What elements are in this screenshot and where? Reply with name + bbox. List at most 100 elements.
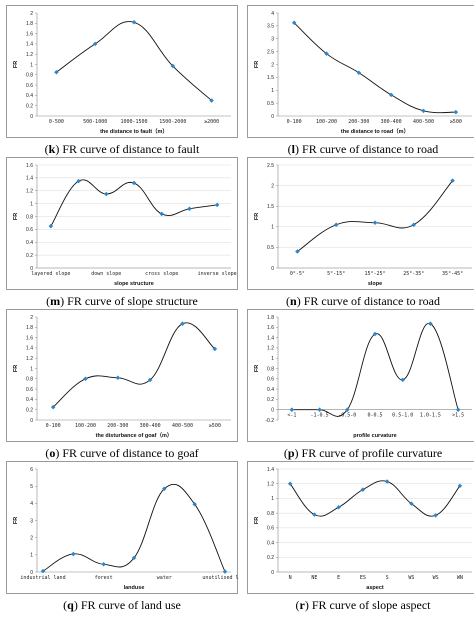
caption-letter: n — [290, 294, 297, 308]
x-tick-label: 400-500 — [413, 119, 434, 125]
x-axis-title: slope — [368, 281, 382, 287]
x-axis-title: aspect — [366, 585, 384, 591]
caption-letter: p — [287, 446, 295, 460]
data-point-marker — [317, 407, 322, 412]
caption-text: FR curve of profile curvature — [298, 446, 443, 460]
chart-caption: (r) FR curve of slope aspect — [295, 598, 431, 612]
data-point-marker — [131, 180, 137, 186]
data-point-marker — [428, 321, 433, 326]
y-tick-label: 1.8 — [267, 315, 274, 321]
x-tick-label: 300-400 — [381, 119, 402, 125]
y-tick-label: 1.5 — [267, 75, 274, 81]
x-tick-label: <-1 — [287, 413, 296, 419]
x-tick-label: 200-300 — [348, 119, 369, 125]
data-point-marker — [54, 69, 59, 75]
y-tick-label: 0.5 — [267, 245, 274, 251]
data-point-marker — [360, 487, 366, 492]
y-tick-label: 0 — [271, 408, 274, 414]
chart-frame: 0 0.2 0.4 0.6 0.8 1 1.2 1.4 1.6 1.8 2 0-100 100-200 2… — [6, 309, 238, 442]
x-tick-label: -1-0.5 — [311, 413, 329, 419]
data-point-marker — [400, 377, 405, 383]
caption-text: FR curve of land use — [77, 598, 181, 612]
y-tick-label: 1.2 — [26, 356, 33, 362]
y-tick-label: 1.6 — [26, 335, 33, 341]
x-axis-title: slope structure — [114, 281, 154, 287]
x-tick-label: 0-500 — [49, 119, 64, 125]
caption-letter: m — [50, 294, 61, 308]
y-tick-label: 1 — [271, 88, 274, 94]
x-tick-label: 100-200 — [75, 423, 96, 429]
y-tick-label: 6 — [30, 467, 33, 473]
chart-frame: 0 0.5 1 1.5 2 2.5 0°-5° 5°-15° 15°-25° 25°-35° 35°… — [247, 157, 474, 290]
y-tick-label: 0.2 — [26, 253, 33, 259]
data-point-marker — [333, 222, 339, 228]
fr-chart-disturbance-of-goaf: 0 0.2 0.4 0.6 0.8 1 1.2 1.4 1.6 1.8 2 0-100 100-200 2… — [13, 315, 231, 439]
data-point-marker — [71, 551, 76, 557]
y-tick-label: -0.2 — [265, 418, 274, 424]
y-tick-label: 2 — [30, 535, 33, 541]
chart-panel-p: -0.2 0 0.2 0.4 0.6 0.8 1 1.2 1.4 1.6 1.8 <-1 -1-0.5 -… — [247, 309, 474, 461]
x-tick-label: WS — [433, 575, 439, 581]
y-tick-label: 0.8 — [267, 511, 274, 517]
y-tick-label: 0.6 — [26, 387, 33, 393]
y-axis-title: FR — [254, 517, 260, 524]
y-tick-label: 0.2 — [26, 104, 33, 110]
data-point-marker — [388, 92, 394, 98]
data-point-marker — [455, 407, 461, 412]
y-tick-label: 2 — [271, 183, 274, 189]
y-tick-label: 2.5 — [267, 163, 274, 169]
x-tick-label: ≥500 — [450, 119, 462, 125]
fr-chart-distance-to-road: 0 0.5 1 1.5 2 2.5 3 3.5 4 0-100 100-200 200-300 300-… — [254, 11, 472, 135]
y-tick-label: 1.6 — [267, 325, 274, 331]
y-tick-label: 0 — [271, 266, 274, 272]
y-tick-label: 1 — [271, 356, 274, 362]
y-tick-label: 0.8 — [26, 214, 33, 220]
data-point-marker — [214, 202, 220, 208]
x-tick-label: >1.5 — [452, 413, 464, 419]
y-axis-title: FR — [254, 365, 260, 372]
y-tick-label: 2 — [30, 11, 33, 17]
y-tick-label: 0 — [271, 570, 274, 576]
data-point-marker — [421, 108, 426, 114]
x-tick-label: E — [337, 575, 340, 581]
y-tick-label: 1 — [271, 225, 274, 231]
chart-frame: 0 0.2 0.4 0.6 0.8 1 1.2 1.4 N NE E ES S WS WS WN aspect F… — [247, 461, 474, 594]
y-tick-label: 0.8 — [267, 366, 274, 372]
fr-chart-land-use: 0 1 2 3 4 5 6 industrial land forest water unutili… — [13, 467, 239, 591]
x-tick-label: WS — [408, 575, 414, 581]
y-tick-label: 3 — [271, 37, 274, 43]
x-axis-title: the distance to road（m） — [341, 127, 409, 135]
y-axis-title: FR — [13, 365, 19, 372]
data-point-marker — [48, 223, 54, 229]
y-tick-label: 3.5 — [267, 24, 274, 30]
caption-letter: r — [299, 598, 305, 612]
fr-chart-slope-structure: 0 0.2 0.4 0.6 0.8 1 1.2 1.4 1.6 layered slope down… — [13, 163, 237, 287]
y-tick-label: 0.6 — [267, 377, 274, 383]
x-tick-label: 300-400 — [140, 423, 161, 429]
y-tick-label: 0.4 — [26, 93, 33, 99]
chart-caption: (q) FR curve of land use — [63, 598, 181, 612]
y-tick-label: 1.4 — [26, 346, 33, 352]
x-tick-label: water — [157, 575, 172, 581]
y-tick-label: 0.4 — [26, 240, 33, 246]
caption-text: FR curve of distance to fault — [59, 142, 200, 156]
fr-chart-slope: 0 0.5 1 1.5 2 2.5 0°-5° 5°-15° 15°-25° 25°-35° 35°… — [254, 163, 472, 287]
x-tick-label: unutilised land — [202, 575, 239, 581]
data-point-marker — [212, 346, 218, 352]
y-tick-label: 1.5 — [267, 204, 274, 210]
data-point-marker — [131, 20, 137, 25]
chart-panel-l: 0 0.5 1 1.5 2 2.5 3 3.5 4 0-100 100-200 200-300 300-… — [247, 5, 474, 157]
y-tick-label: 0 — [271, 114, 274, 120]
caption-text: FR curve of distance to road — [299, 142, 439, 156]
caption-letter: k — [48, 142, 56, 156]
data-point-marker — [180, 321, 185, 326]
fr-series-line — [291, 323, 459, 417]
y-tick-label: 2 — [30, 315, 33, 321]
y-axis-title: FR — [13, 61, 19, 68]
caption-text: FR curve of slope structure — [64, 294, 198, 308]
y-tick-label: 1.8 — [26, 325, 33, 331]
y-tick-label: 0.6 — [267, 526, 274, 532]
data-point-marker — [453, 109, 459, 115]
x-tick-label: 0°-5° — [290, 271, 305, 277]
caption-text: FR curve of slope aspect — [308, 598, 431, 612]
